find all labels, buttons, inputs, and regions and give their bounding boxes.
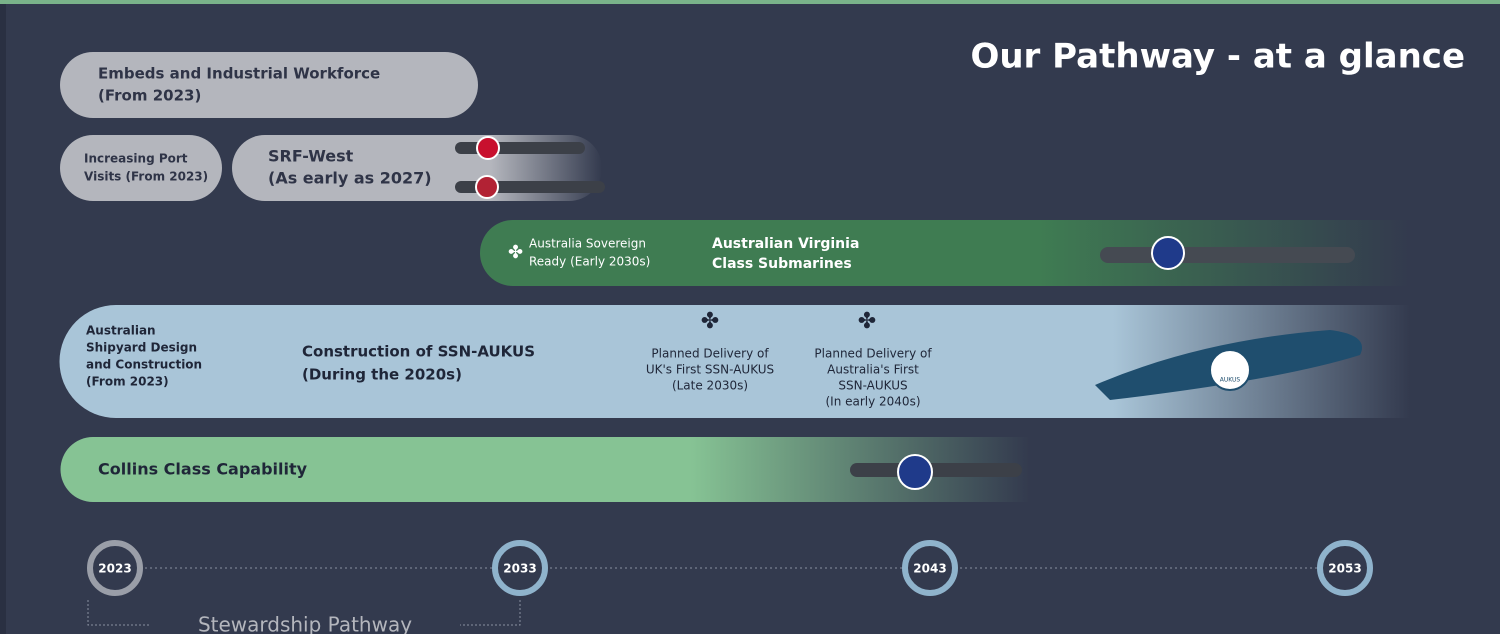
port-label: Visits (From 2023) [84, 170, 208, 184]
au-delivery-label: Australia's First [827, 363, 919, 377]
shipyard-label: Australian [86, 324, 156, 338]
virginia-label: Australian Virginia [712, 236, 859, 252]
shipyard-label: Shipyard Design [86, 341, 197, 355]
embeds-label: Embeds and Industrial Workforce [98, 65, 380, 83]
uk-delivery-label: UK's First SSN-AUKUS [646, 363, 774, 377]
construction-label: Construction of SSN-AUKUS [302, 343, 535, 361]
srf-label: (As early as 2027) [268, 169, 432, 188]
year-label: 2023 [98, 562, 131, 576]
year-label: 2043 [913, 562, 946, 576]
milestone-icon: ✤ [508, 242, 523, 263]
port-bar [60, 135, 222, 201]
milestone-label: Australia Sovereign [529, 237, 646, 251]
embeds-bar [60, 52, 478, 118]
collins-label: Collins Class Capability [98, 460, 308, 479]
milestone-icon: ✤ [701, 309, 719, 334]
top-rule [0, 0, 1500, 4]
milestone-icon: ✤ [858, 309, 876, 334]
virginia-label: Class Submarines [712, 256, 852, 272]
edge [0, 4, 6, 634]
au-delivery-label: (In early 2040s) [825, 395, 920, 409]
srf-label: SRF-West [268, 147, 354, 166]
shipyard-label: and Construction [86, 358, 202, 372]
year-label: 2053 [1328, 562, 1361, 576]
title: Our Pathway - at a glance [970, 37, 1465, 77]
uk-delivery-label: Planned Delivery of [651, 347, 769, 361]
shipyard-label: (From 2023) [86, 375, 169, 389]
badge-label: AUKUS [1220, 377, 1241, 384]
au-delivery-label: SSN-AUKUS [838, 379, 907, 393]
port-label: Increasing Port [84, 152, 188, 166]
uk-delivery-label: (Late 2030s) [672, 379, 748, 393]
au-delivery-label: Planned Delivery of [814, 347, 932, 361]
phase-label: Stewardship Pathway [198, 613, 412, 634]
construction-label: (During the 2020s) [302, 366, 462, 384]
page: Our Pathway - at a glance Embeds and Ind… [0, 0, 1500, 634]
year-label: 2033 [503, 562, 536, 576]
infographic: Our Pathway - at a glance Embeds and Ind… [0, 0, 1500, 634]
embeds-label: (From 2023) [98, 87, 201, 105]
milestone-label: Ready (Early 2030s) [529, 255, 650, 269]
